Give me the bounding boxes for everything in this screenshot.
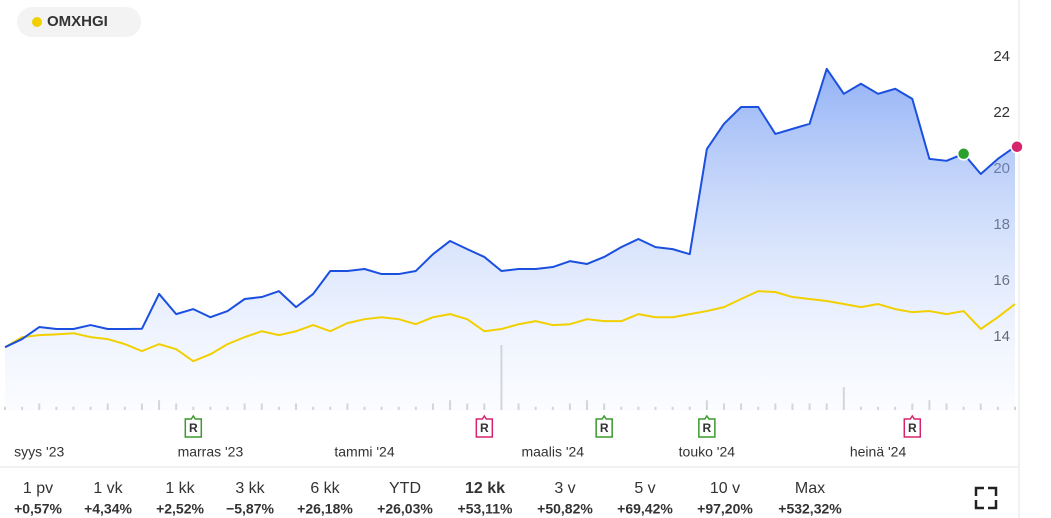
period-label: Max (795, 480, 825, 497)
y-tick-label: 22 (993, 104, 1010, 121)
marker-label: R (600, 421, 609, 435)
period-change: +2,52% (156, 501, 204, 517)
period-change: +97,20% (697, 501, 753, 517)
x-tick-label: heinä '24 (850, 444, 907, 460)
period-button[interactable]: 6 kk +26,18% (297, 480, 353, 516)
marker-label: R (189, 421, 198, 435)
marker-box (903, 414, 922, 438)
period-change: +26,18% (297, 501, 353, 517)
y-tick-label: 24 (993, 48, 1010, 65)
report-marker[interactable]: R (475, 414, 494, 438)
period-button[interactable]: 1 kk +2,52% (156, 480, 204, 516)
period-change: +26,03% (377, 501, 433, 517)
period-button[interactable]: 5 v +69,42% (617, 480, 673, 516)
period-label: 12 kk (465, 480, 505, 497)
period-change: +53,11% (458, 501, 513, 517)
period-button[interactable]: 3 v +50,82% (537, 480, 593, 516)
period-label: YTD (389, 480, 421, 497)
legend-chip[interactable] (17, 7, 141, 37)
marker-box (475, 414, 494, 438)
last-value-dot (1010, 140, 1024, 154)
report-marker[interactable]: R (184, 414, 203, 438)
report-marker[interactable]: R (595, 414, 613, 438)
marker-box (595, 414, 613, 438)
fullscreen-icon[interactable] (974, 486, 998, 510)
period-label: 3 kk (235, 480, 265, 497)
period-label: 1 pv (23, 480, 53, 497)
report-marker[interactable]: R (903, 414, 922, 438)
period-change: +0,57% (14, 501, 62, 517)
period-button[interactable]: 12 kk +53,11% (458, 480, 513, 516)
period-button[interactable]: Max +532,32% (778, 480, 842, 516)
period-label: 1 vk (93, 480, 123, 497)
period-label: 5 v (634, 480, 655, 497)
line-series (4, 67, 1016, 349)
x-tick-label: syys '23 (14, 444, 64, 460)
x-tick-label: tammi '24 (334, 444, 394, 460)
x-tick-label: touko '24 (679, 444, 736, 460)
period-button[interactable]: 1 pv +0,57% (14, 480, 62, 516)
legend-label: OMXHGI (47, 13, 108, 30)
period-label: 10 v (710, 480, 740, 497)
area-fill (5, 68, 1015, 410)
period-change: +4,34% (84, 501, 132, 517)
period-label: 3 v (554, 480, 575, 497)
period-change: −5,87% (226, 501, 274, 517)
period-change: +69,42% (617, 501, 673, 517)
marker-label: R (480, 421, 489, 435)
period-button[interactable]: 10 v +97,20% (697, 480, 753, 516)
marker-label: R (703, 421, 712, 435)
x-tick-label: maalis '24 (521, 444, 584, 460)
legend-dot (32, 17, 42, 27)
period-label: 1 kk (165, 480, 195, 497)
period-change: +50,82% (537, 501, 593, 517)
period-button[interactable]: 1 vk +4,34% (84, 480, 132, 516)
marker-box (184, 414, 203, 438)
period-button[interactable]: 3 kk −5,87% (226, 480, 274, 516)
marker-box (698, 414, 716, 438)
line-series (4, 290, 1016, 363)
period-change: +532,32% (778, 501, 842, 517)
marker-label: R (908, 421, 917, 435)
period-label: 6 kk (310, 480, 340, 497)
highlight-dot (956, 147, 971, 161)
period-button[interactable]: YTD +26,03% (377, 480, 433, 516)
x-tick-label: marras '23 (178, 444, 244, 460)
report-marker[interactable]: R (698, 414, 716, 438)
